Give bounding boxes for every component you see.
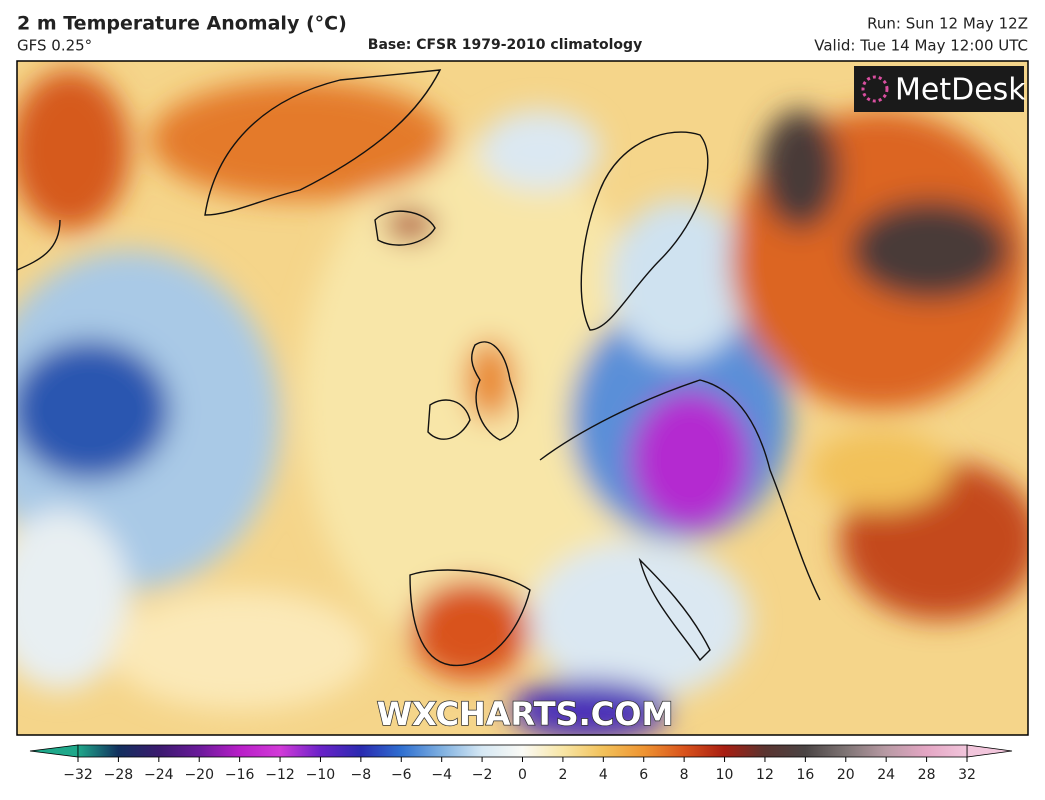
colorbar-tick-label: −2	[472, 767, 493, 783]
colorbar-tick-label: 32	[958, 767, 976, 783]
colorbar-low-end	[29, 744, 79, 758]
colorbar-tick-label: −32	[63, 767, 93, 783]
colorbar-tick-label: 24	[877, 767, 895, 783]
colorbar-tick-label: −24	[144, 767, 174, 783]
colorbar-tick-label: 4	[599, 767, 608, 783]
run: Run: Sun 12 May 12Z	[867, 15, 1028, 33]
colorbar-tick-label: 6	[639, 767, 648, 783]
colorbar-tick-label: −4	[431, 767, 452, 783]
map: MetDesk WXCHARTS.COM	[17, 61, 1028, 735]
colorbar-tick-label: 8	[680, 767, 689, 783]
map-frame	[16, 60, 1029, 736]
colorbar-tick-label: 2	[558, 767, 567, 783]
colorbar-high-end	[966, 744, 1013, 758]
colorbar-tick-label: 12	[756, 767, 774, 783]
colorbar-tick-label: 0	[518, 767, 527, 783]
logo-bg	[854, 66, 1024, 112]
valid: Valid: Tue 14 May 12:00 UTC	[814, 37, 1028, 55]
colorbar-tick-label: −8	[351, 767, 372, 783]
colorbar-tick-label: −10	[306, 767, 336, 783]
colorbar-tick-label: 10	[716, 767, 734, 783]
colorbar: −32 −28 −24 −20 −16 −12 −10 −8 −6 −4 −2 0 2 4 6 8 10 12 16…	[29, 744, 1013, 783]
logo: MetDesk	[895, 73, 1026, 108]
colorbar-bar	[77, 744, 968, 758]
title: 2 m Temperature Anomaly (°C)	[17, 13, 347, 35]
colorbar-tick-label: −12	[265, 767, 295, 783]
colorbar-tick-label: −20	[184, 767, 214, 783]
colorbar-tick-label: 20	[837, 767, 855, 783]
watermark: WXCHARTS.COM	[377, 695, 674, 733]
base: Base: CFSR 1979-2010 climatology	[368, 37, 642, 53]
colorbar-tick-label: −28	[104, 767, 134, 783]
colorbar-tick-label: 28	[918, 767, 936, 783]
colorbar-tick-label: 16	[796, 767, 814, 783]
colorbar-tick-label: −16	[225, 767, 255, 783]
model: GFS 0.25°	[17, 37, 92, 55]
colorbar-tick-label: −6	[391, 767, 412, 783]
